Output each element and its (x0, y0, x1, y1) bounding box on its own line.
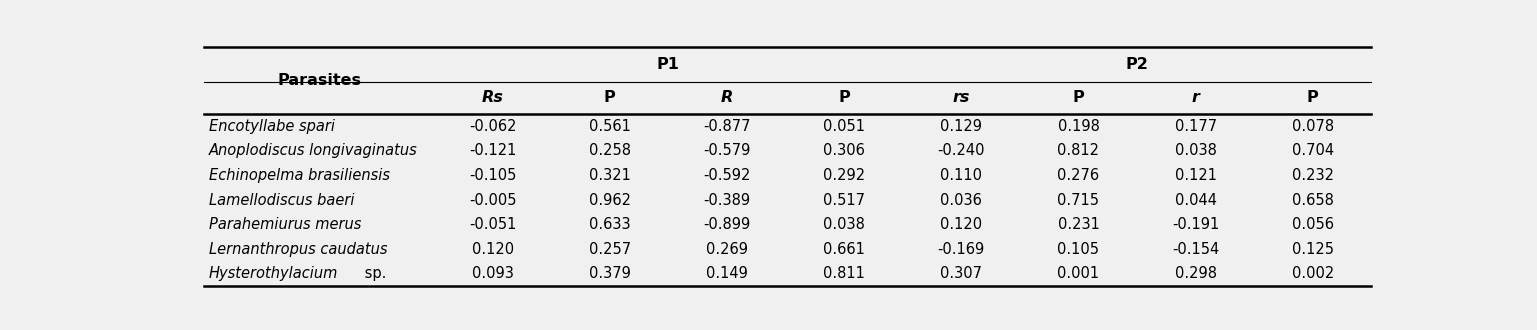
Text: P1: P1 (656, 57, 679, 72)
Text: Rs: Rs (481, 90, 504, 106)
Text: -0.579: -0.579 (704, 144, 750, 158)
Text: 0.658: 0.658 (1293, 193, 1334, 208)
Text: -0.051: -0.051 (469, 217, 516, 232)
Text: P: P (1073, 90, 1084, 106)
Text: -0.154: -0.154 (1173, 242, 1219, 257)
Text: 0.044: 0.044 (1174, 193, 1217, 208)
Text: 0.276: 0.276 (1057, 168, 1099, 183)
Text: 0.036: 0.036 (941, 193, 982, 208)
Text: -0.592: -0.592 (704, 168, 750, 183)
Text: -0.062: -0.062 (469, 119, 516, 134)
Text: 0.056: 0.056 (1291, 217, 1334, 232)
Text: Lernanthropus caudatus: Lernanthropus caudatus (209, 242, 387, 257)
Text: 0.257: 0.257 (589, 242, 630, 257)
Text: 0.177: 0.177 (1174, 119, 1217, 134)
Text: -0.121: -0.121 (469, 144, 516, 158)
Text: 0.298: 0.298 (1174, 266, 1217, 281)
Text: P: P (1306, 90, 1319, 106)
Text: 0.715: 0.715 (1057, 193, 1099, 208)
Text: 0.517: 0.517 (824, 193, 865, 208)
Text: 0.121: 0.121 (1174, 168, 1217, 183)
Text: -0.877: -0.877 (704, 119, 750, 134)
Text: P2: P2 (1125, 57, 1148, 72)
Text: -0.169: -0.169 (938, 242, 985, 257)
Text: Anoplodiscus longivaginatus: Anoplodiscus longivaginatus (209, 144, 418, 158)
Text: 0.379: 0.379 (589, 266, 630, 281)
Text: 0.231: 0.231 (1057, 217, 1099, 232)
Text: R: R (721, 90, 733, 106)
Text: 0.811: 0.811 (824, 266, 865, 281)
Text: 0.001: 0.001 (1057, 266, 1099, 281)
Text: 0.105: 0.105 (1057, 242, 1099, 257)
Text: -0.240: -0.240 (938, 144, 985, 158)
Text: 0.258: 0.258 (589, 144, 630, 158)
Text: 0.120: 0.120 (472, 242, 513, 257)
Text: Encotyllabe spari: Encotyllabe spari (209, 119, 335, 134)
Text: 0.269: 0.269 (705, 242, 749, 257)
Text: -0.105: -0.105 (469, 168, 516, 183)
Text: Hysterothylacium: Hysterothylacium (209, 266, 338, 281)
Text: -0.191: -0.191 (1173, 217, 1219, 232)
Text: Lamellodiscus baeri: Lamellodiscus baeri (209, 193, 355, 208)
Text: r: r (1191, 90, 1199, 106)
Text: P: P (604, 90, 616, 106)
Text: -0.389: -0.389 (704, 193, 750, 208)
Text: Echinopelma brasiliensis: Echinopelma brasiliensis (209, 168, 390, 183)
Text: 0.661: 0.661 (824, 242, 865, 257)
Text: 0.561: 0.561 (589, 119, 630, 134)
Text: -0.899: -0.899 (704, 217, 750, 232)
Text: 0.633: 0.633 (589, 217, 630, 232)
Text: 0.002: 0.002 (1291, 266, 1334, 281)
Text: 0.093: 0.093 (472, 266, 513, 281)
Text: 0.812: 0.812 (1057, 144, 1099, 158)
Text: -0.005: -0.005 (469, 193, 516, 208)
Text: 0.198: 0.198 (1057, 119, 1099, 134)
Text: P: P (838, 90, 850, 106)
Text: sp.: sp. (360, 266, 386, 281)
Text: 0.292: 0.292 (822, 168, 865, 183)
Text: rs: rs (953, 90, 970, 106)
Text: 0.149: 0.149 (705, 266, 749, 281)
Text: 0.038: 0.038 (1174, 144, 1217, 158)
Text: Parahemiurus merus: Parahemiurus merus (209, 217, 361, 232)
Text: 0.704: 0.704 (1291, 144, 1334, 158)
Text: 0.321: 0.321 (589, 168, 630, 183)
Text: 0.307: 0.307 (941, 266, 982, 281)
Text: 0.962: 0.962 (589, 193, 630, 208)
Text: 0.232: 0.232 (1291, 168, 1334, 183)
Text: 0.129: 0.129 (941, 119, 982, 134)
Text: Parasites: Parasites (277, 73, 361, 88)
Text: 0.120: 0.120 (941, 217, 982, 232)
Text: 0.078: 0.078 (1291, 119, 1334, 134)
Text: 0.125: 0.125 (1291, 242, 1334, 257)
Text: 0.038: 0.038 (824, 217, 865, 232)
Text: 0.306: 0.306 (824, 144, 865, 158)
Text: 0.110: 0.110 (941, 168, 982, 183)
Text: 0.051: 0.051 (824, 119, 865, 134)
